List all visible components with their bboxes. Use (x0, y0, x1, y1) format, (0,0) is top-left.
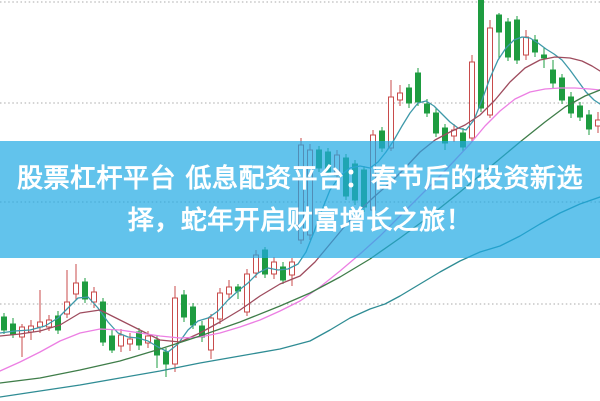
headline-overlay: 股票杠杆平台 低息配资平台：春节后的投资新选 择，蛇年开启财富增长之旅！ (0, 141, 600, 258)
headline-line-1: 股票杠杆平台 低息配资平台：春节后的投资新选 (16, 163, 584, 194)
headline-line-2: 择，蛇年开启财富增长之旅！ (127, 205, 473, 236)
